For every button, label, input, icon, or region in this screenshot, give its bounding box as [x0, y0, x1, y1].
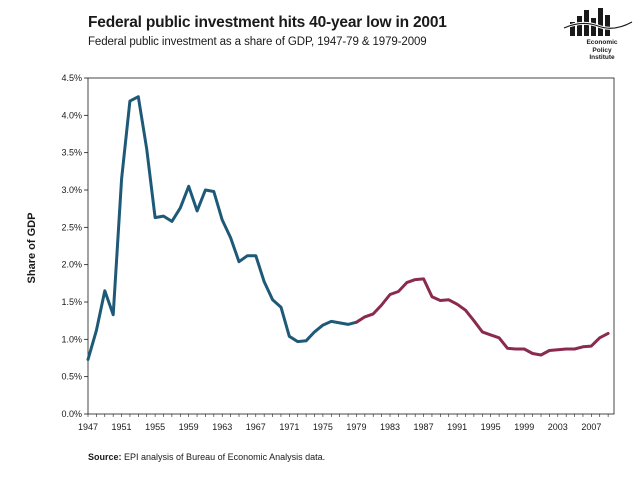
x-tick-label: 1983: [380, 422, 400, 432]
x-tick-label: 1971: [279, 422, 299, 432]
chart-subtitle: Federal public investment as a share of …: [88, 36, 427, 48]
chart-series: [86, 95, 610, 361]
x-tick-label: 1967: [246, 422, 266, 432]
epi-logo-icon: [563, 8, 633, 36]
y-tick-label: 1.0%: [61, 334, 82, 344]
y-tick-label: 0.0%: [61, 409, 82, 419]
source-label: Source:: [88, 452, 122, 462]
x-tick-label: 1991: [447, 422, 467, 432]
logo-text: Economic Policy Institute: [584, 39, 620, 62]
series-line-1: [86, 95, 358, 361]
x-tick-label: 1963: [212, 422, 232, 432]
x-tick-label: 1947: [78, 422, 98, 432]
x-tick-label: 1979: [346, 422, 366, 432]
logo-line-1: Economic: [586, 39, 618, 46]
y-tick-label: 1.5%: [61, 297, 82, 307]
x-tick-label: 1959: [179, 422, 199, 432]
x-tick-label: 1955: [145, 422, 165, 432]
x-tick-label: 1999: [514, 422, 534, 432]
plot-frame: [87, 77, 615, 415]
y-tick-label: 4.5%: [61, 73, 82, 83]
x-tick-label: 2003: [548, 422, 568, 432]
y-tick-label: 2.5%: [61, 222, 82, 232]
x-tick-label: 2007: [581, 422, 601, 432]
x-tick-label: 1995: [481, 422, 501, 432]
y-tick-label: 4.0%: [61, 110, 82, 120]
logo-line-3: Institute: [589, 54, 615, 61]
x-tick-label: 1951: [112, 422, 132, 432]
chart-axes: 0.0% 0.5% 1.0% 1.5% 2.0% 2.5% 3.0% 3.5% 4.0% 4.5%…: [61, 73, 615, 432]
y-tick-label: 0.5%: [61, 372, 82, 382]
series-line-2: [355, 277, 610, 357]
source-note: Source: EPI analysis of Bureau of Econom…: [88, 452, 325, 462]
y-tick-label: 3.5%: [61, 148, 82, 158]
x-tick-label: 1987: [414, 422, 434, 432]
source-text: EPI analysis of Bureau of Economic Analy…: [124, 452, 326, 462]
y-tick-label: 3.0%: [61, 185, 82, 195]
x-tick-label: 1975: [313, 422, 333, 432]
chart-title: Federal public investment hits 40-year l…: [88, 14, 447, 31]
y-tick-label: 2.0%: [61, 260, 82, 270]
logo-line-2: Policy: [592, 46, 612, 54]
